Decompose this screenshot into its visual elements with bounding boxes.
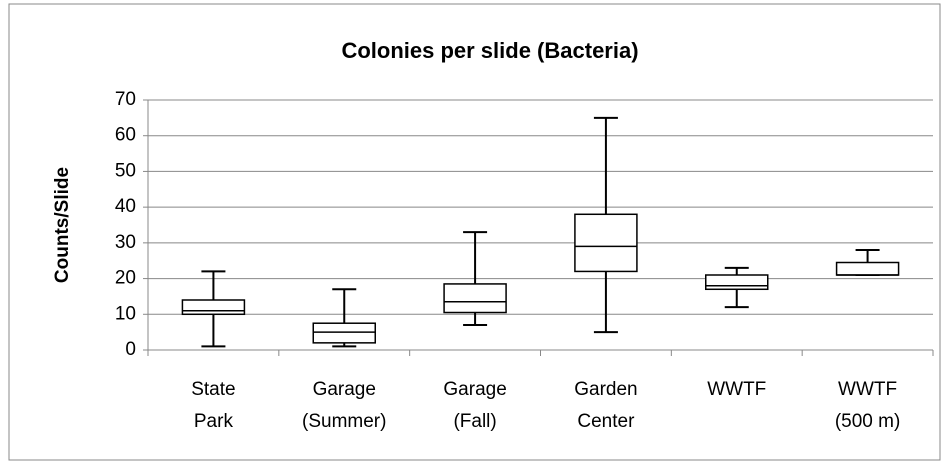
y-tick-label: 30 (115, 232, 136, 253)
x-tick-label: State (191, 379, 235, 400)
box (835, 261, 900, 276)
chart-title: Colonies per slide (Bacteria) (341, 38, 638, 63)
x-tick-label: Center (577, 411, 635, 432)
x-tick-label: (Summer) (302, 411, 386, 432)
y-tick-label: 10 (115, 303, 136, 324)
x-tick-label: Garage (313, 379, 376, 400)
box (705, 274, 769, 291)
x-tick-label: Park (194, 411, 234, 432)
y-tick-label: 0 (125, 339, 136, 360)
x-tick-label: WWTF (838, 379, 897, 400)
y-tick-label: 20 (115, 268, 136, 289)
y-tick-label: 70 (115, 89, 136, 110)
x-tick-label: (Fall) (453, 411, 496, 432)
box (574, 213, 638, 273)
y-tick-label: 50 (115, 160, 136, 181)
y-tick-label: 40 (115, 196, 136, 217)
x-tick-label: (500 m) (835, 411, 900, 432)
box (181, 299, 246, 316)
box (312, 322, 376, 344)
x-tick-label: Garage (443, 379, 506, 400)
x-tick-label: Garden (574, 379, 637, 400)
y-axis-label: Counts/Slide (52, 167, 73, 283)
x-tick-label: WWTF (707, 379, 766, 400)
box (443, 283, 507, 314)
y-tick-label: 60 (115, 125, 136, 146)
